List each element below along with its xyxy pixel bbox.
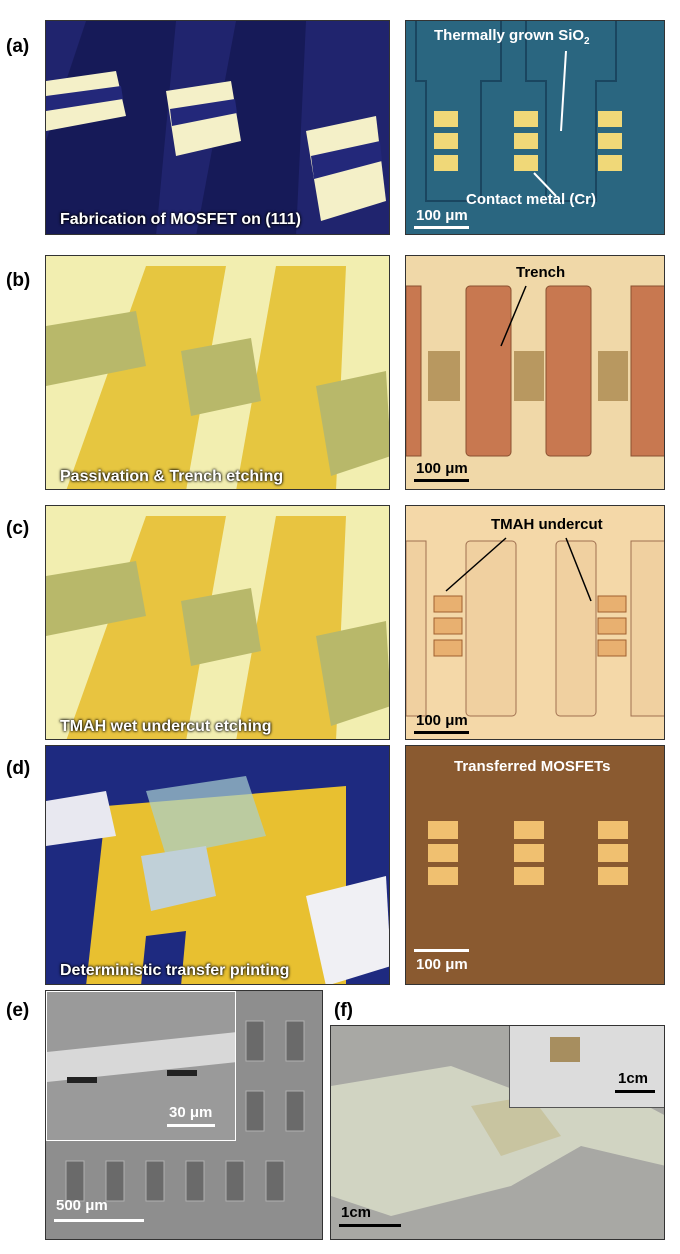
scale-bar-label: 500 μm — [56, 1197, 108, 1214]
photo: 1cm 1cm — [330, 1025, 665, 1240]
scale-bar — [54, 1219, 144, 1222]
scale-bar — [414, 731, 469, 734]
panel-label: (f) — [334, 1000, 353, 1021]
panel-label: (a) — [6, 36, 30, 57]
scale-bar-label: 1cm — [618, 1070, 649, 1087]
caption: Passivation & Trench etching — [60, 468, 284, 485]
micrograph: Transferred MOSFETs 100 μm — [405, 745, 665, 985]
rendering-art — [46, 256, 389, 489]
panel-label: (c) — [6, 518, 30, 539]
micrograph: TMAH undercut 100 μm — [405, 505, 665, 740]
annotation: Transferred MOSFETs — [454, 758, 611, 775]
micrograph-art — [406, 537, 664, 717]
micrograph: Thermally grown SiO2 Contact metal (Cr) … — [405, 20, 665, 235]
panel-label: (b) — [6, 270, 31, 291]
scale-bar — [414, 226, 469, 229]
rendering-art — [46, 506, 389, 739]
annotation-text: Thermally grown SiO — [434, 27, 585, 44]
annotation: Trench — [516, 264, 566, 281]
caption: Fabrication of MOSFET on (111) — [60, 211, 301, 228]
micrograph-art — [428, 821, 628, 885]
scale-bar-label: 30 μm — [169, 1104, 213, 1121]
micrograph-art — [415, 21, 622, 202]
micrograph: Trench 100 μm — [405, 255, 665, 490]
panel-label: (e) — [6, 1000, 30, 1021]
scale-bar-label: 100 μm — [416, 207, 468, 224]
rendering: Fabrication of MOSFET on (111) — [45, 20, 390, 235]
annotation: Thermally grown SiO2 — [434, 27, 590, 47]
caption: TMAH wet undercut etching — [60, 718, 272, 735]
inset-art — [550, 1037, 580, 1062]
annotation: TMAH undercut — [491, 516, 603, 533]
annotation: Contact metal (Cr) — [466, 191, 597, 208]
caption: Deterministic transfer printing — [60, 962, 290, 979]
scale-bar-label: 100 μm — [416, 460, 468, 477]
scale-bar-label: 1cm — [341, 1204, 372, 1221]
scale-bar-label: 100 μm — [416, 712, 468, 729]
inset: 1cm — [509, 1026, 664, 1108]
subscript: 2 — [584, 36, 590, 47]
panel-label: (d) — [6, 758, 31, 779]
scale-bar-label: 100 μm — [416, 956, 468, 973]
inset-art — [47, 1032, 235, 1083]
micrograph-art — [406, 285, 664, 457]
scale-bar — [339, 1224, 401, 1227]
rendering: Deterministic transfer printing — [45, 745, 390, 985]
rendering-art — [46, 21, 389, 234]
sem-image: 30 μm 500 μm — [45, 990, 323, 1240]
scale-bar — [615, 1090, 655, 1093]
scale-bar — [167, 1124, 215, 1127]
scale-bar — [414, 949, 469, 952]
sem-art — [65, 1020, 305, 1202]
rendering: TMAH wet undercut etching — [45, 505, 390, 740]
inset: 30 μm — [46, 991, 236, 1141]
rendering: Passivation & Trench etching — [45, 255, 390, 490]
scale-bar — [414, 479, 469, 482]
rendering-art — [46, 746, 389, 984]
